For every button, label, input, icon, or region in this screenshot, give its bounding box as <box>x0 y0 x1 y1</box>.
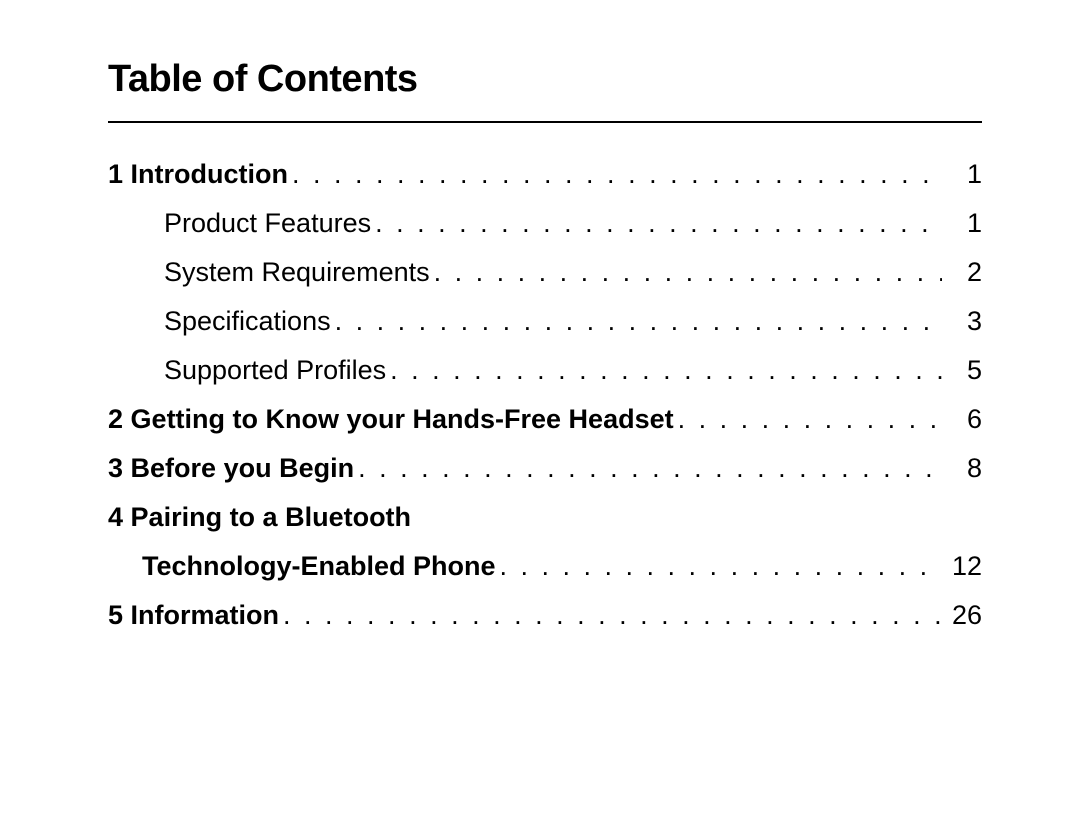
toc-chapter: 4 Pairing to a Bluetooth Technology-Enab… <box>108 504 982 580</box>
toc-entry-label: System Requirements <box>164 259 430 286</box>
toc-page-number: 5 <box>946 357 982 384</box>
toc-chapter: 2 Getting to Know your Hands-Free Headse… <box>108 406 982 433</box>
toc-page-number: 8 <box>946 455 982 482</box>
toc-page-number: 6 <box>946 406 982 433</box>
toc-leader <box>434 259 942 286</box>
toc-entry-label: 1 Introduction <box>108 161 288 188</box>
toc-page-number: 2 <box>946 259 982 286</box>
toc-entry-label: 3 Before you Begin <box>108 455 354 482</box>
toc-entry-label-line2: Technology-Enabled Phone <box>142 553 496 580</box>
toc-entry-label: Product Features <box>164 210 371 237</box>
toc-page-number: 12 <box>946 553 982 580</box>
toc-page-number: 3 <box>946 308 982 335</box>
toc-page-number: 26 <box>946 602 982 629</box>
toc-chapter: 1 Introduction 1 <box>108 161 982 188</box>
toc-leader <box>283 602 942 629</box>
toc-entry-label: 5 Information <box>108 602 279 629</box>
toc-subentry: Product Features 1 <box>108 210 982 237</box>
toc-leader <box>678 406 942 433</box>
toc-subentry: Specifications 3 <box>108 308 982 335</box>
title-rule <box>108 121 982 123</box>
page-title: Table of Contents <box>108 58 982 101</box>
toc-leader <box>375 210 942 237</box>
toc-entry-label: Specifications <box>164 308 331 335</box>
toc-leader <box>358 455 942 482</box>
toc-subentry: Supported Profiles 5 <box>108 357 982 384</box>
toc-leader <box>335 308 942 335</box>
toc-leader <box>390 357 942 384</box>
toc-entry-label-line1: 4 Pairing to a Bluetooth <box>108 504 982 531</box>
toc-page-number: 1 <box>946 161 982 188</box>
toc-entry-label: Supported Profiles <box>164 357 386 384</box>
toc-chapter: 5 Information 26 <box>108 602 982 629</box>
toc-entry-label: 2 Getting to Know your Hands-Free Headse… <box>108 406 674 433</box>
toc-subentry: System Requirements 2 <box>108 259 982 286</box>
table-of-contents: 1 Introduction 1 Product Features 1 Syst… <box>108 161 982 629</box>
toc-chapter: 3 Before you Begin 8 <box>108 455 982 482</box>
toc-page-number: 1 <box>946 210 982 237</box>
toc-leader <box>292 161 942 188</box>
toc-leader <box>500 553 942 580</box>
